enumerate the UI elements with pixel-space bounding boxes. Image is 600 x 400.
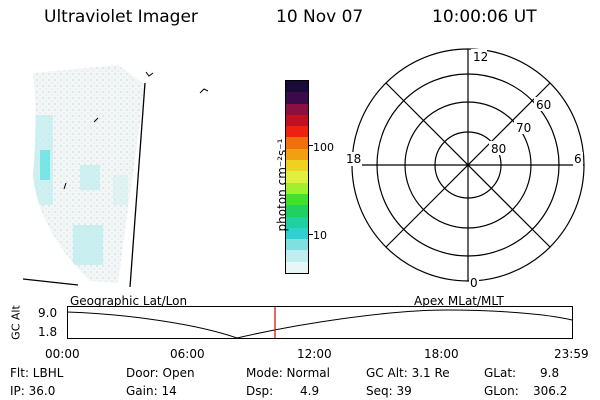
timeline-plot xyxy=(67,306,573,339)
status-mode: Mode: Normal xyxy=(246,366,330,380)
polar-plot: 12 0 18 6 60 70 80 xyxy=(344,48,585,288)
timeline-ytick-bottom: 1.8 xyxy=(38,325,58,339)
status-dsp-value: 4.9 xyxy=(300,384,320,398)
colorbar-swatch xyxy=(286,114,308,127)
colorbar-tickmark-10 xyxy=(308,234,313,235)
polar-lat-80: 80 xyxy=(491,142,506,156)
colorbar-tickmark-100 xyxy=(308,145,313,146)
polar-label-right: 6 xyxy=(574,152,582,166)
timeline-xtick-1: 06:00 xyxy=(170,347,205,361)
status-dsp-label: Dsp: xyxy=(246,384,274,398)
timeline-xtick-2: 12:00 xyxy=(297,347,332,361)
colorbar-swatch xyxy=(286,92,308,104)
colorbar-swatch xyxy=(286,103,308,115)
polar-label-top: 12 xyxy=(473,50,488,64)
colorbar-swatch xyxy=(286,148,308,161)
polar-lat-70: 70 xyxy=(516,121,531,135)
status-ip: IP: 36.0 xyxy=(10,384,56,398)
colorbar-unit-label: photon cm⁻²s⁻¹ xyxy=(275,138,289,232)
colorbar-swatch xyxy=(286,227,308,240)
colorbar-tick-100: 100 xyxy=(313,141,334,154)
status-filter: Flt: LBHL xyxy=(10,366,64,380)
timeline-axis-label: GC Alt xyxy=(9,305,23,340)
timeline-ytick-top: 9.0 xyxy=(38,306,58,320)
date-label: 10 Nov 07 xyxy=(276,7,364,27)
status-gc-alt: GC Alt: 3.1 Re xyxy=(366,366,450,380)
timeline-xtick-0: 00:00 xyxy=(45,347,80,361)
colorbar-swatch xyxy=(286,250,308,262)
geographic-image xyxy=(22,65,154,287)
timeline-left-title: Geographic Lat/Lon xyxy=(70,294,188,308)
colorbar-swatch xyxy=(286,137,308,149)
status-glon-label: GLon: xyxy=(484,384,519,398)
colorbar-swatch xyxy=(286,193,308,206)
timeline-right-title: Apex MLat/MLT xyxy=(414,294,504,308)
colorbar-tick-10: 10 xyxy=(313,229,327,242)
colorbar-swatch xyxy=(286,261,308,274)
coastline-fragment xyxy=(199,88,209,94)
timeline-xtick-3: 18:00 xyxy=(424,347,459,361)
colorbar xyxy=(285,80,309,274)
colorbar-swatch xyxy=(286,182,308,194)
status-seq: Seq: 39 xyxy=(366,384,412,398)
instrument-title: Ultraviolet Imager xyxy=(44,7,198,27)
colorbar-swatch xyxy=(286,205,308,217)
colorbar-swatch xyxy=(286,216,308,228)
status-door: Door: Open xyxy=(126,366,195,380)
polar-label-bottom: 0 xyxy=(470,276,478,288)
timeline-xtick-4: 23:59 xyxy=(554,347,589,361)
polar-diagonal-2 xyxy=(385,82,551,248)
status-glat-label: GLat: xyxy=(484,366,517,380)
status-gain: Gain: 14 xyxy=(126,384,177,398)
status-glon-value: 306.2 xyxy=(533,384,568,398)
polar-label-left: 18 xyxy=(346,152,361,166)
time-label: 10:00:06 UT xyxy=(432,7,537,27)
colorbar-swatch xyxy=(286,81,308,93)
polar-lat-60: 60 xyxy=(536,98,551,112)
colorbar-swatch xyxy=(286,160,308,172)
colorbar-swatch xyxy=(286,239,308,251)
colorbar-swatch xyxy=(286,126,308,138)
colorbar-swatch xyxy=(286,171,308,183)
status-glat-value: 9.8 xyxy=(540,366,560,380)
